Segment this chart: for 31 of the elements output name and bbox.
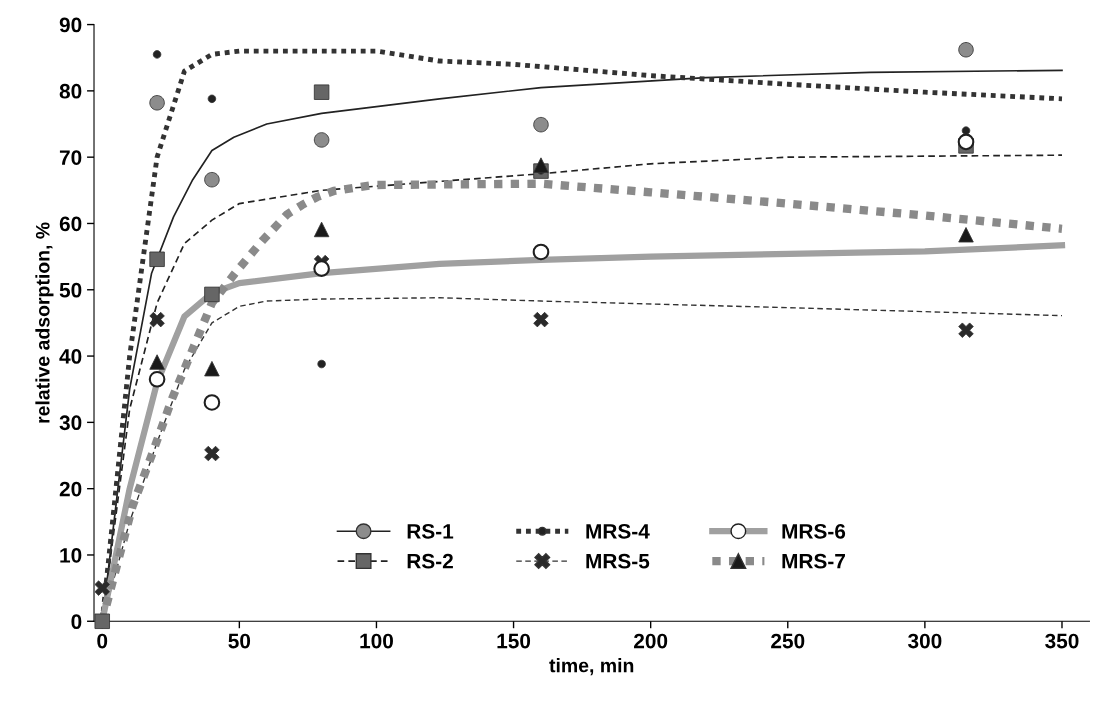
- x-tick-label: 50: [228, 633, 251, 649]
- y-tick-label: 10: [60, 547, 82, 563]
- y-tick-label: 30: [59, 415, 82, 431]
- x-tick-label: 350: [1045, 633, 1079, 649]
- y-tick-label: 0: [71, 614, 82, 630]
- y-tick-label: 40: [59, 349, 82, 364]
- point: [203, 394, 221, 411]
- y-tick-label: 70: [59, 150, 82, 165]
- x-tick-label: 200: [634, 633, 668, 649]
- x-tick-label: 250: [771, 633, 805, 649]
- x-tick-label: 300: [907, 633, 942, 649]
- legend-label: MRS-6: [782, 523, 846, 539]
- y-axis-title: relative adsorption, %: [35, 222, 54, 423]
- y-tick-label: 20: [59, 481, 82, 497]
- legend-label: MRS-7: [782, 553, 845, 569]
- point: [532, 243, 550, 261]
- legend-label: MRS-4: [586, 523, 650, 539]
- y-tick-label: 60: [59, 216, 82, 232]
- x-tick-label: 150: [497, 633, 531, 649]
- legend-label: RS-1: [407, 523, 454, 539]
- x-axis-title: time, min: [549, 658, 634, 676]
- y-tick-label: 90: [59, 17, 82, 33]
- x-tick-label: 100: [360, 633, 393, 649]
- y-tick-label: 80: [59, 83, 82, 99]
- point: [313, 260, 330, 277]
- x-tick-label: 0: [97, 633, 108, 649]
- point: [957, 133, 975, 151]
- legend-label: MRS-5: [586, 553, 650, 569]
- legend-label: RS-2: [407, 553, 453, 569]
- y-tick-label: 50: [59, 282, 82, 298]
- point: [148, 370, 166, 388]
